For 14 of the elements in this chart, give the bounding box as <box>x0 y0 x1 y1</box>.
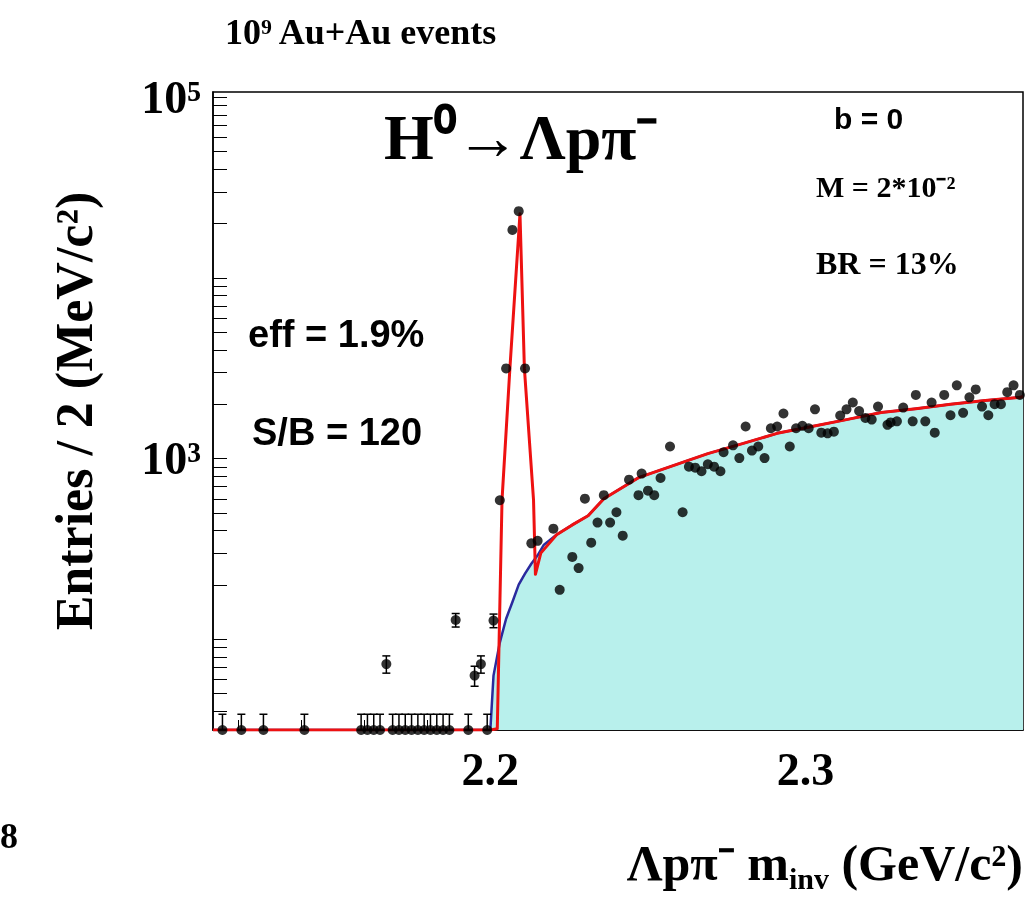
x-tick-label: 2.2 <box>461 743 520 795</box>
x-tick-label: 2.3 <box>776 743 835 795</box>
text: 8 <box>0 816 18 856</box>
y-tick-label: 10³ <box>141 433 201 485</box>
chart-title: 10⁹ Au+Au events <box>225 12 497 52</box>
annotation: b = 0 <box>834 102 904 135</box>
annotation: S/B = 120 <box>252 411 423 453</box>
y-tick-label: 10⁵ <box>141 71 201 123</box>
x-axis-title: Λpπ⁻ m$_{inv}$ (GeV/c²) <box>626 835 1023 895</box>
y-axis-title: Entries / 2 (MeV/c²) <box>46 191 103 631</box>
annotation: BR = 13% <box>816 245 959 281</box>
annotation: H⁰→Λpπ⁻ <box>384 102 659 173</box>
annotation: eff = 1.9% <box>248 313 425 355</box>
annotation: M = 2*10⁻² <box>816 170 956 203</box>
